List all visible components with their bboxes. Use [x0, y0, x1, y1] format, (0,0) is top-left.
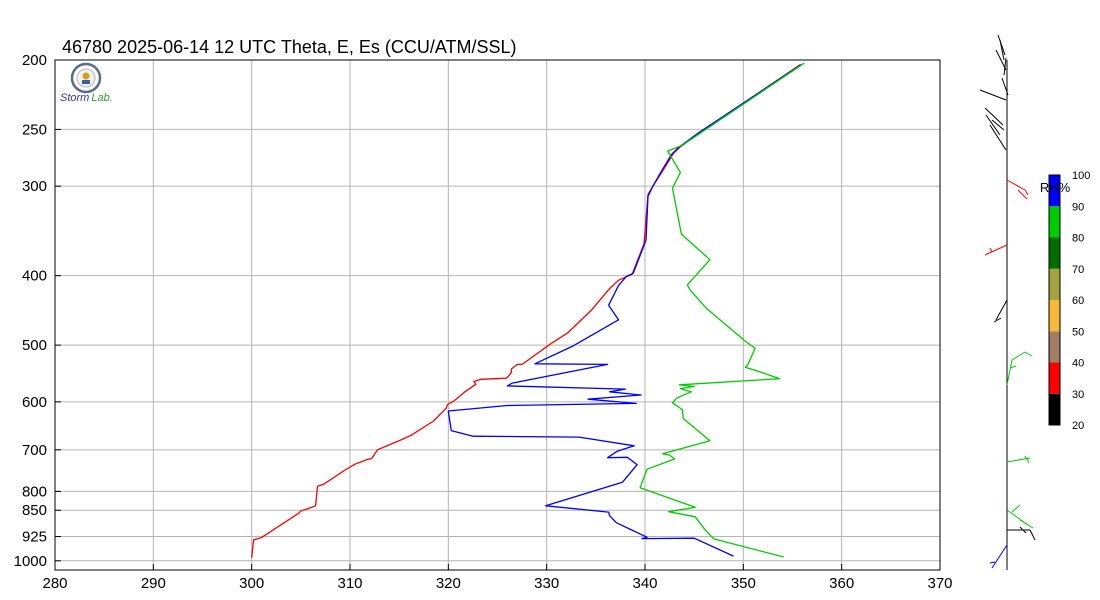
y-tick-label: 1000 [14, 553, 47, 570]
y-tick-label: 850 [22, 502, 47, 519]
colorbar-tick-label: 90 [1072, 201, 1084, 213]
colorbar-segment [1049, 331, 1060, 363]
y-tick-label: 250 [22, 121, 47, 138]
x-tick-label: 320 [436, 575, 461, 592]
x-tick-label: 330 [534, 575, 559, 592]
colorbar-segment [1049, 300, 1060, 332]
colorbar-frame [1048, 174, 1061, 426]
x-tick-label: 280 [42, 575, 67, 592]
y-tick-label: 600 [22, 394, 47, 411]
colorbar-tick-label: 70 [1072, 264, 1084, 276]
colorbar-segment [1049, 175, 1060, 207]
colorbar-tick-label: 20 [1072, 420, 1084, 432]
colorbar-segment [1049, 268, 1060, 300]
wind-barb [1006, 351, 1033, 386]
x-tick-label: 290 [141, 575, 166, 592]
y-tick-label: 500 [22, 337, 47, 354]
wind-barb [993, 299, 1008, 323]
logo-text: Storm Lab. [60, 92, 113, 104]
y-tick-label: 400 [22, 268, 47, 285]
logo: Storm Lab. [60, 62, 113, 104]
wind-barb [1007, 526, 1036, 541]
series-line-2 [447, 64, 802, 557]
y-tick-label: 700 [22, 442, 47, 459]
colorbar-segment [1049, 393, 1060, 425]
y-tick-label: 800 [22, 483, 47, 500]
colorbar-tick-label: 60 [1072, 295, 1084, 307]
colorbar-tick-label: 80 [1072, 233, 1084, 245]
wind-barb-column [979, 34, 1036, 570]
y-tick-label: 925 [22, 529, 47, 546]
y-tick-label: 300 [22, 178, 47, 195]
colorbar-tick-label: 50 [1072, 326, 1084, 338]
series-line-3 [639, 62, 805, 558]
wind-barb [1006, 179, 1029, 200]
wind-barb [979, 34, 1009, 151]
x-tick-label: 350 [731, 575, 756, 592]
colorbar-label: RH% [1040, 180, 1071, 195]
x-tick-label: 340 [632, 575, 657, 592]
x-tick-label: 360 [829, 575, 854, 592]
wind-barb [984, 244, 1008, 256]
colorbar-tick-label: 30 [1072, 389, 1084, 401]
x-tick-label: 370 [927, 575, 952, 592]
colorbar-tick-label: 40 [1072, 358, 1084, 370]
wind-barb [1006, 455, 1031, 464]
x-tick-label: 300 [239, 575, 264, 592]
colorbar-segment [1049, 206, 1060, 238]
wind-barb [1006, 504, 1034, 529]
chart-title: 46780 2025-06-14 12 UTC Theta, E, Es (CC… [62, 37, 517, 57]
colorbar-segment [1049, 237, 1060, 269]
colorbar-tick-label: 100 [1072, 170, 1090, 182]
wind-barb [989, 544, 1008, 569]
y-tick-label: 200 [22, 52, 47, 69]
theta-profile-plot: 280 290 300 310 320 330 340 350 360 370 200 250 300 4… [14, 52, 953, 592]
colorbar-segment [1049, 362, 1060, 394]
series-line-1 [251, 64, 801, 558]
plot-frame [54, 59, 941, 571]
x-tick-label: 310 [337, 575, 362, 592]
